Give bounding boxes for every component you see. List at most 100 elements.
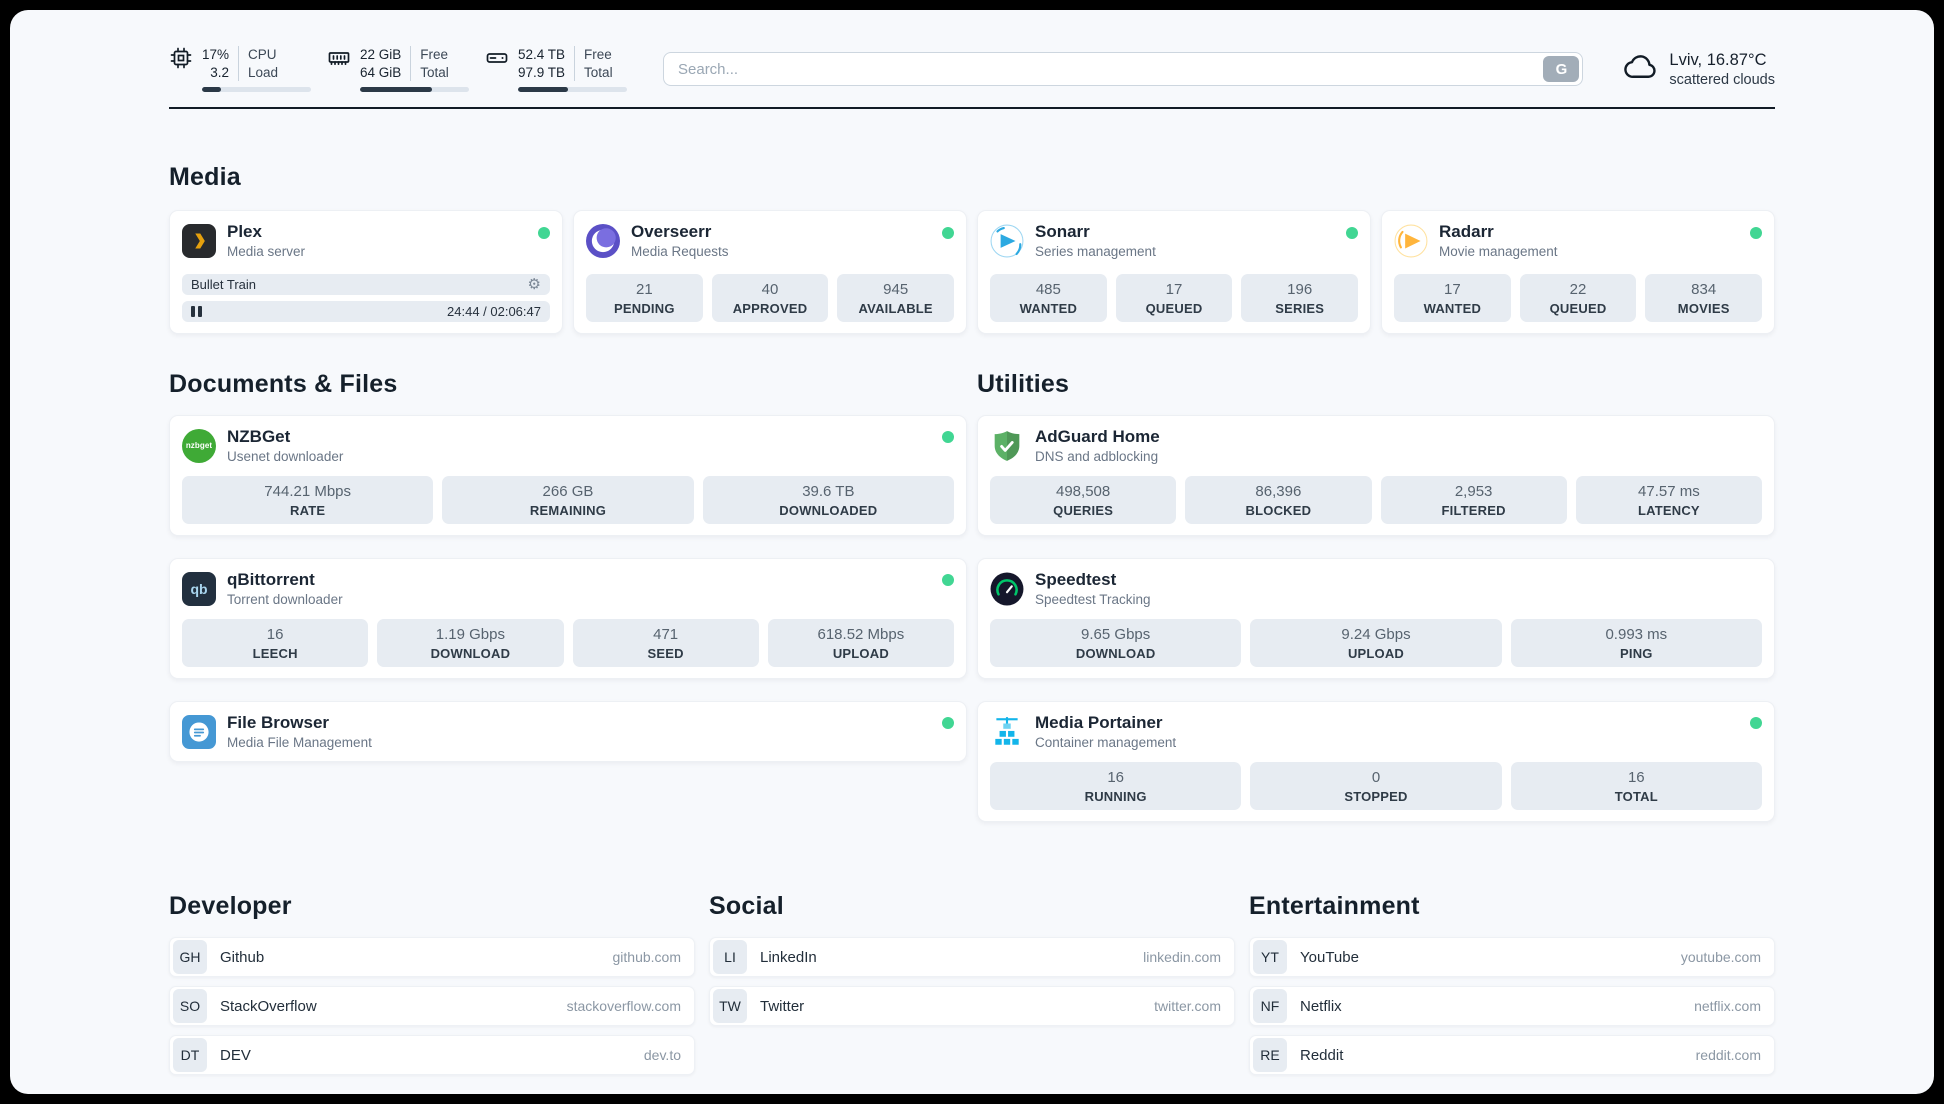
bookmark-name: Netflix bbox=[1300, 997, 1342, 1015]
service-card-radarr[interactable]: Radarr Movie management 17 WANTED 22 QUE… bbox=[1381, 210, 1775, 335]
service-card-portainer[interactable]: Media Portainer Container management 16 … bbox=[977, 701, 1775, 823]
top-bar: 17% 3.2 CPU Load bbox=[169, 10, 1775, 93]
memory-total-label: Total bbox=[420, 64, 449, 80]
bookmark-domain: youtube.com bbox=[1680, 949, 1761, 966]
bookmark-abbr: LI bbox=[713, 940, 747, 975]
pause-icon[interactable] bbox=[191, 306, 202, 318]
stat-available: 945 AVAILABLE bbox=[837, 274, 955, 323]
stat-download: 1.19 Gbps DOWNLOAD bbox=[377, 619, 564, 668]
section-heading-utilities: Utilities bbox=[977, 370, 1070, 399]
service-subtitle: DNS and adblocking bbox=[1035, 449, 1159, 465]
sonarr-stats: 485 WANTED 17 QUEUED 196 SERIES bbox=[990, 274, 1359, 323]
disk-free-value: 52.4 TB bbox=[518, 47, 566, 62]
service-subtitle: Usenet downloader bbox=[227, 449, 344, 465]
service-title: NZBGet bbox=[227, 427, 291, 447]
stat-upload: 618.52 Mbps UPLOAD bbox=[767, 619, 954, 668]
stat-remaining: 266 GB REMAINING bbox=[442, 476, 694, 525]
bookmark-youtube[interactable]: YT YouTube youtube.com bbox=[1249, 937, 1775, 978]
service-subtitle: Movie management bbox=[1439, 244, 1558, 260]
bookmark-name: StackOverflow bbox=[220, 997, 317, 1015]
service-card-speedtest[interactable]: Speedtest Speedtest Tracking 9.65 Gbps D… bbox=[977, 558, 1775, 680]
section-heading-media: Media bbox=[169, 163, 241, 192]
speedtest-stats: 9.65 Gbps DOWNLOAD 9.24 Gbps UPLOAD 0.99… bbox=[990, 619, 1762, 668]
bookmark-abbr: NF bbox=[1253, 989, 1287, 1024]
bookmark-name: Twitter bbox=[760, 997, 805, 1015]
bookmark-domain: twitter.com bbox=[1154, 998, 1221, 1015]
overseerr-icon bbox=[586, 223, 620, 258]
stat-rate: 744.21 Mbps RATE bbox=[182, 476, 434, 525]
disk-total-value: 97.9 TB bbox=[518, 64, 566, 80]
search-engine-button[interactable]: G bbox=[1543, 56, 1580, 83]
nzbget-stats: 744.21 Mbps RATE 266 GB REMAINING 39.6 T… bbox=[182, 476, 954, 525]
services-columns: Documents & Files nzbget NZBGet Usenet d… bbox=[169, 370, 1775, 823]
header-divider bbox=[169, 107, 1775, 110]
radarr-icon bbox=[1394, 224, 1428, 258]
qbittorrent-icon: qb bbox=[182, 571, 216, 606]
service-card-nzbget[interactable]: nzbget NZBGet Usenet downloader 744.21 M… bbox=[169, 415, 967, 537]
memory-total-value: 64 GiB bbox=[360, 64, 402, 80]
service-title: Overseerr bbox=[631, 222, 712, 242]
bookmark-abbr: GH bbox=[173, 940, 207, 975]
bookmark-abbr: RE bbox=[1253, 1038, 1287, 1073]
stat-upload: 9.24 Gbps UPLOAD bbox=[1250, 619, 1502, 668]
service-card-plex[interactable]: Plex Media server Bullet Train ⚙ 24:44 /… bbox=[169, 210, 563, 335]
memory-monitor: 22 GiB 64 GiB Free Total bbox=[327, 46, 469, 93]
now-playing-title: Bullet Train bbox=[191, 277, 257, 293]
status-indicator bbox=[942, 574, 954, 587]
memory-progress-track bbox=[360, 87, 469, 93]
service-title: Speedtest bbox=[1035, 570, 1117, 590]
stat-blocked: 86,396 BLOCKED bbox=[1185, 476, 1372, 525]
bookmark-netflix[interactable]: NF Netflix netflix.com bbox=[1249, 986, 1775, 1027]
service-card-adguard[interactable]: AdGuard Home DNS and adblocking 498,508 … bbox=[977, 415, 1775, 537]
service-title: Media Portainer bbox=[1035, 713, 1163, 733]
service-subtitle: Speedtest Tracking bbox=[1035, 592, 1151, 608]
search-input[interactable] bbox=[664, 53, 1541, 86]
bookmark-group-social: Social LI LinkedIn linkedin.com TW Twitt… bbox=[709, 892, 1235, 1075]
service-title: qBittorrent bbox=[227, 570, 315, 590]
memory-labels: Free Total bbox=[411, 46, 449, 81]
disk-progress-fill bbox=[518, 87, 569, 93]
bookmark-github[interactable]: GH Github github.com bbox=[169, 937, 695, 978]
bookmark-abbr: YT bbox=[1253, 940, 1287, 975]
weather-condition: scattered clouds bbox=[1669, 71, 1775, 88]
stat-download: 9.65 Gbps DOWNLOAD bbox=[990, 619, 1242, 668]
content: 17% 3.2 CPU Load bbox=[10, 10, 1934, 1076]
bookmark-dev[interactable]: DT DEV dev.to bbox=[169, 1035, 695, 1076]
plex-icon bbox=[182, 223, 216, 258]
bookmark-domain: stackoverflow.com bbox=[566, 998, 681, 1015]
stat-queued: 22 QUEUED bbox=[1519, 274, 1637, 323]
bookmark-linkedin[interactable]: LI LinkedIn linkedin.com bbox=[709, 937, 1235, 978]
service-card-qbittorrent[interactable]: qb qBittorrent Torrent downloader 16 LEE… bbox=[169, 558, 967, 680]
service-subtitle: Media server bbox=[227, 244, 306, 260]
service-subtitle: Series management bbox=[1035, 244, 1156, 260]
service-subtitle: Torrent downloader bbox=[227, 592, 343, 608]
bookmark-name: LinkedIn bbox=[760, 948, 817, 966]
cpu-monitor-body: 17% 3.2 CPU Load bbox=[202, 46, 311, 93]
cloud-icon bbox=[1623, 52, 1659, 87]
bookmark-stackoverflow[interactable]: SO StackOverflow stackoverflow.com bbox=[169, 986, 695, 1027]
service-card-overseerr[interactable]: Overseerr Media Requests 21 PENDING 40 A… bbox=[573, 210, 967, 335]
adguard-stats: 498,508 QUERIES 86,396 BLOCKED 2,953 FIL… bbox=[990, 476, 1762, 525]
settings-icon[interactable]: ⚙ bbox=[527, 276, 541, 294]
now-playing-progress-row: 24:44 / 02:06:47 bbox=[182, 301, 550, 323]
bookmark-reddit[interactable]: RE Reddit reddit.com bbox=[1249, 1035, 1775, 1076]
stat-stopped: 0 STOPPED bbox=[1250, 762, 1502, 811]
cpu-load-value: 3.2 bbox=[210, 64, 230, 80]
section-media: Media Plex Media server Bullet Train bbox=[169, 163, 1775, 335]
service-card-filebrowser[interactable]: File Browser Media File Management bbox=[169, 701, 967, 763]
status-indicator bbox=[942, 227, 954, 240]
cpu-progress-fill bbox=[202, 87, 221, 93]
filebrowser-icon bbox=[182, 714, 216, 749]
search-bar: G bbox=[663, 52, 1584, 87]
plex-now-playing: Bullet Train ⚙ 24:44 / 02:06:47 bbox=[182, 274, 550, 323]
cpu-load-label: Load bbox=[248, 64, 279, 80]
portainer-stats: 16 RUNNING 0 STOPPED 16 TOTAL bbox=[990, 762, 1762, 811]
stat-wanted: 17 WANTED bbox=[1394, 274, 1511, 323]
disk-values: 52.4 TB 97.9 TB bbox=[518, 46, 576, 82]
bookmark-domain: reddit.com bbox=[1695, 1047, 1761, 1064]
portainer-icon bbox=[990, 715, 1024, 749]
service-card-sonarr[interactable]: Sonarr Series management 485 WANTED 17 Q… bbox=[977, 210, 1371, 335]
bookmark-twitter[interactable]: TW Twitter twitter.com bbox=[709, 986, 1235, 1027]
weather-text: Lviv, 16.87°C scattered clouds bbox=[1669, 51, 1775, 88]
now-playing-title-row: Bullet Train ⚙ bbox=[182, 274, 550, 296]
